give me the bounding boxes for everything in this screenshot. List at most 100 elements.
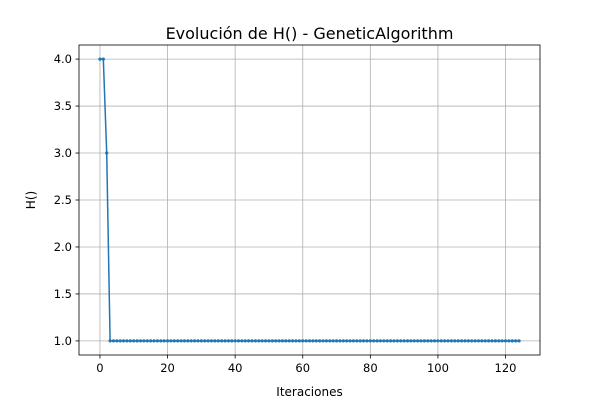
data-point (446, 339, 450, 343)
data-point (470, 339, 474, 343)
data-point (399, 339, 403, 343)
data-point (382, 339, 386, 343)
data-point (226, 339, 230, 343)
x-tick-label: 120 (495, 361, 517, 375)
data-point (459, 339, 464, 343)
data-point (436, 339, 440, 343)
data-point (115, 339, 119, 343)
data-point (328, 339, 332, 343)
data-point (490, 339, 494, 343)
data-point (351, 339, 356, 343)
y-axis-label: H() (24, 191, 38, 209)
data-point (274, 339, 278, 343)
data-point (247, 339, 251, 343)
x-tick-label: 100 (427, 361, 449, 375)
data-point (311, 339, 315, 343)
data-point (449, 339, 454, 343)
data-point (483, 339, 487, 343)
chart-title: Evolución de H() - GeneticAlgorithm (166, 24, 454, 43)
data-point (439, 339, 443, 343)
data-point (182, 339, 187, 343)
data-point (223, 339, 227, 343)
data-point (365, 339, 369, 343)
data-point (142, 339, 146, 343)
data-point (419, 339, 423, 343)
data-point (375, 339, 379, 343)
x-axis-label: Iteraciones (276, 385, 342, 399)
data-point (138, 339, 143, 343)
y-tick-label: 1.5 (54, 287, 72, 301)
data-point (395, 339, 399, 343)
data-point (331, 339, 335, 343)
data-point (378, 339, 383, 343)
data-point (287, 339, 291, 343)
data-point (429, 339, 433, 343)
data-point (361, 339, 366, 343)
data-point (165, 339, 170, 343)
data-point (101, 57, 105, 61)
data-point (155, 339, 160, 343)
data-point (412, 339, 416, 343)
data-point (192, 339, 197, 343)
y-tick-label: 3.0 (54, 146, 72, 160)
data-point (179, 339, 183, 343)
data-point (368, 339, 372, 343)
data-point (152, 339, 156, 343)
data-point (416, 339, 420, 343)
x-tick-label: 80 (363, 361, 378, 375)
data-point (409, 339, 413, 343)
data-point (260, 339, 264, 343)
data-point (280, 339, 285, 343)
data-point (318, 339, 322, 343)
x-tick-label: 40 (228, 361, 243, 375)
data-point (514, 339, 518, 343)
y-tick-label: 2.0 (54, 240, 72, 254)
data-point (172, 339, 176, 343)
data-point (294, 339, 298, 343)
data-point (186, 339, 190, 343)
data-point (422, 339, 427, 343)
data-point (476, 339, 481, 343)
data-point (111, 339, 116, 343)
x-tick-label: 0 (96, 361, 103, 375)
x-tick-label: 20 (160, 361, 175, 375)
data-point (125, 339, 129, 343)
data-point (338, 339, 342, 343)
data-point (220, 339, 224, 343)
data-point (291, 339, 295, 343)
y-tick-label: 2.5 (54, 193, 72, 207)
data-point (267, 339, 271, 343)
data-point (277, 339, 281, 343)
y-tick-label: 3.5 (54, 99, 72, 113)
data-point (263, 339, 268, 343)
data-point (493, 339, 497, 343)
data-point (341, 339, 345, 343)
data-point (108, 339, 112, 343)
data-point (348, 339, 352, 343)
series-layer (98, 57, 521, 343)
data-point (243, 339, 247, 343)
data-point (132, 339, 136, 343)
data-point (199, 339, 203, 343)
data-point (372, 339, 376, 343)
data-point (230, 339, 234, 343)
data-point (345, 339, 349, 343)
data-point (253, 339, 258, 343)
data-point (301, 339, 305, 343)
data-point (145, 339, 149, 343)
data-point (510, 339, 514, 343)
y-tick-label: 4.0 (54, 52, 72, 66)
data-point (517, 339, 521, 343)
data-point (307, 339, 312, 343)
data-point (189, 339, 193, 343)
data-point (216, 339, 220, 343)
data-point (385, 339, 389, 343)
tick-layer: 0 20 40 60 80 100 120 1.0 1.5 2.0 2.5 3.0 3.5 4.0 (54, 52, 517, 375)
data-point (284, 339, 288, 343)
data-point (203, 339, 207, 343)
data-point (432, 339, 437, 343)
data-point (443, 339, 447, 343)
data-point (196, 339, 200, 343)
data-point (209, 339, 214, 343)
